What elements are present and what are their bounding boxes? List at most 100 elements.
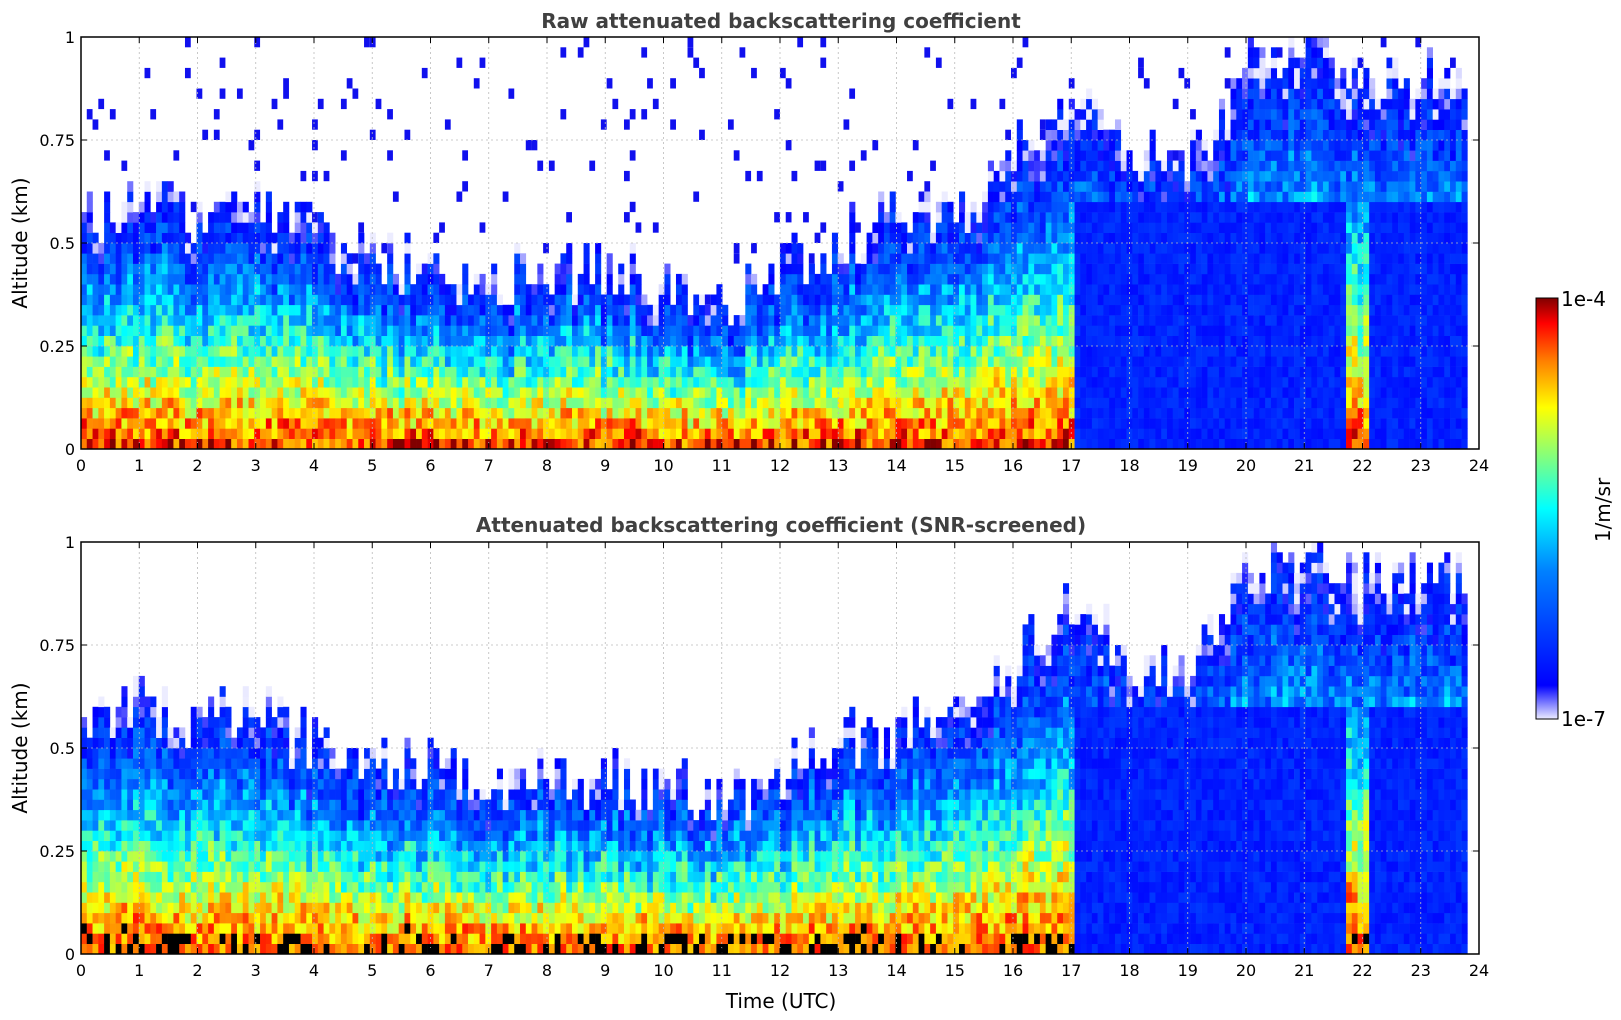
heatmap-cell [514, 407, 521, 419]
heatmap-cell [543, 366, 550, 378]
heatmap-cell [774, 376, 781, 388]
heatmap-cell [1068, 325, 1075, 336]
heatmap-cell [1265, 346, 1272, 357]
heatmap-cell [1259, 263, 1266, 275]
heatmap-cell [924, 335, 931, 347]
heatmap-cell [1230, 88, 1237, 100]
heatmap-cell [1016, 418, 1023, 429]
heatmap-cell [618, 407, 625, 419]
heatmap-cell [1253, 263, 1260, 275]
heatmap-cell [976, 284, 983, 295]
heatmap-cell [860, 150, 867, 161]
heatmap-cell [1074, 397, 1081, 409]
heatmap-cell [548, 397, 555, 409]
heatmap-cell [1253, 294, 1260, 306]
heatmap-cell [317, 356, 324, 367]
heatmap-cell [1161, 170, 1168, 182]
heatmap-cell [358, 407, 365, 419]
heatmap-cell [808, 356, 815, 367]
heatmap-cell [1155, 273, 1162, 285]
heatmap-cell [213, 407, 220, 419]
heatmap-cell [1161, 407, 1168, 419]
heatmap-cell [993, 387, 1000, 398]
heatmap-cell [872, 376, 879, 388]
heatmap-cell [999, 212, 1006, 223]
heatmap-cell [785, 407, 792, 419]
heatmap-cell [577, 356, 584, 367]
heatmap-cell [814, 418, 821, 429]
heatmap-cell [1213, 191, 1220, 203]
heatmap-cell [658, 407, 665, 419]
heatmap-cell [1155, 335, 1162, 347]
heatmap-cell [756, 356, 763, 367]
heatmap-cell [595, 428, 602, 439]
heatmap-cell [1247, 263, 1254, 275]
heatmap-cell [294, 387, 301, 398]
heatmap-cell [883, 253, 891, 264]
heatmap-cell [242, 366, 249, 378]
heatmap-cell [525, 140, 532, 151]
heatmap-cell [1016, 253, 1023, 264]
heatmap-cell [1166, 418, 1174, 429]
heatmap-cell [398, 284, 405, 295]
heatmap-cell [323, 232, 330, 244]
heatmap-cell [629, 273, 636, 285]
heatmap-cell [1213, 140, 1220, 151]
heatmap-cell [785, 335, 792, 347]
heatmap-cell [1016, 170, 1023, 182]
heatmap-cell [895, 376, 902, 388]
heatmap-cell [1045, 191, 1052, 203]
heatmap-cell [525, 284, 532, 295]
heatmap-cell [1259, 222, 1266, 233]
heatmap-cell [1080, 160, 1087, 172]
heatmap-cell [219, 418, 226, 429]
heatmap-cell [1034, 366, 1041, 378]
heatmap-cell [1028, 376, 1035, 388]
heatmap-cell [1138, 191, 1145, 203]
heatmap-cell [208, 418, 215, 429]
heatmap-cell [1120, 191, 1127, 203]
heatmap-cell [184, 284, 192, 295]
heatmap-cell [664, 366, 671, 378]
heatmap-cell [987, 263, 994, 275]
heatmap-cell [935, 294, 942, 306]
heatmap-cell [1288, 356, 1295, 367]
heatmap-cell [733, 315, 740, 326]
heatmap-cell [982, 407, 989, 419]
heatmap-cell [127, 325, 134, 336]
heatmap-cell [1172, 366, 1179, 378]
heatmap-cell [104, 346, 111, 357]
heatmap-cell [797, 407, 804, 419]
heatmap-cell [1155, 294, 1162, 306]
heatmap-cell [196, 438, 203, 450]
heatmap-cell [1149, 232, 1156, 244]
heatmap-cell [144, 387, 151, 398]
heatmap-cell [941, 428, 948, 439]
heatmap-cell [283, 243, 290, 254]
heatmap-cell [1230, 232, 1237, 244]
heatmap-cell [1143, 335, 1150, 347]
heatmap-cell [202, 387, 209, 398]
heatmap-cell [976, 294, 983, 306]
heatmap-cell [843, 263, 850, 275]
heatmap-cell [346, 376, 353, 388]
heatmap-cell [1109, 222, 1116, 233]
heatmap-cell [387, 356, 394, 367]
heatmap-cell [468, 387, 475, 398]
heatmap-cell [935, 243, 942, 254]
heatmap-cell [323, 346, 330, 357]
heatmap-cell [1207, 407, 1214, 419]
heatmap-cell [895, 273, 902, 285]
heatmap-cell [1080, 201, 1087, 213]
heatmap-cell [901, 335, 908, 347]
heatmap-cell [300, 346, 307, 357]
heatmap-cell [433, 273, 440, 285]
heatmap-cell [1132, 181, 1139, 192]
heatmap-cell [1120, 325, 1127, 336]
heatmap-cell [1138, 438, 1145, 450]
heatmap-cell [641, 346, 648, 357]
heatmap-cell [329, 418, 336, 429]
heatmap-cell [323, 304, 330, 316]
heatmap-cell [491, 428, 498, 439]
heatmap-cell [768, 294, 775, 306]
